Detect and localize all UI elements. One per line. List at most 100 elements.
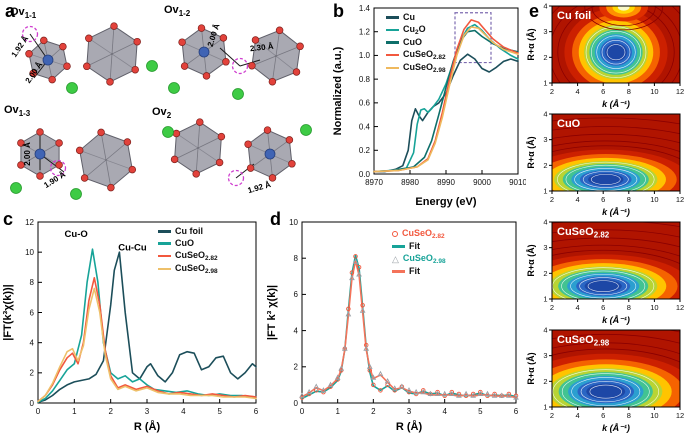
legend-label-part: 2.82 bbox=[205, 255, 218, 262]
legend-item: CuO bbox=[386, 37, 446, 48]
x-axis-label: k (Å⁻¹) bbox=[602, 423, 630, 433]
legend-item: CuSeO2.98 bbox=[386, 62, 446, 74]
series-CuSeO2.98 bbox=[373, 26, 519, 173]
legend-label: Cu2O bbox=[403, 24, 426, 36]
y-tick-label: 12 bbox=[25, 218, 34, 227]
legend-swatch-line bbox=[158, 254, 171, 258]
panel-e-wavelet: 2 4 6 8 10 12 1 2 3 4 k (Å⁻¹) R+α (Å) Cu foil 2 4 6 8 10… bbox=[526, 2, 685, 435]
legend-label-part: CuSeO bbox=[403, 49, 434, 59]
selenium-atom bbox=[146, 60, 158, 72]
y-tick-label: 3 bbox=[543, 135, 547, 144]
series-Fit (CuSeO2.98) bbox=[301, 260, 517, 399]
x-tick-label: 2 bbox=[108, 407, 113, 416]
x-tick-label: 10 bbox=[650, 411, 658, 420]
oxygen-atom bbox=[217, 132, 226, 141]
legend-label-part: Fit bbox=[409, 266, 420, 276]
structure-label: Ov1-3 bbox=[4, 104, 31, 118]
x-tick-label: 5 bbox=[478, 407, 483, 416]
heatmap-title: CuO bbox=[557, 118, 581, 130]
x-tick-label: 9010 bbox=[509, 178, 526, 187]
x-tick-label: 2 bbox=[550, 411, 554, 420]
x-axis-label: R (Å) bbox=[134, 420, 161, 433]
legend: Cu foil CuO CuSeO2.82 CuSeO2.98 bbox=[158, 226, 218, 275]
y-tick-label: 4 bbox=[30, 338, 35, 347]
plot-frame bbox=[551, 5, 681, 84]
legend-label-part: CuSeO bbox=[402, 228, 433, 238]
annotation: Cu-O bbox=[65, 229, 88, 240]
legend-item: Cu foil bbox=[158, 226, 218, 237]
legend-item: Cu2O bbox=[386, 24, 446, 36]
legend-label-part: Fit bbox=[409, 241, 420, 251]
x-tick-label: 12 bbox=[676, 303, 684, 312]
legend-label: Fit bbox=[409, 266, 420, 277]
oxygen-atom bbox=[123, 138, 132, 146]
legend-label: CuSeO2.82 bbox=[402, 228, 445, 240]
legend-item: Fit bbox=[392, 241, 446, 252]
legend-label-part: CuSeO bbox=[175, 263, 206, 273]
legend-label-part: CuO bbox=[403, 37, 422, 47]
heatmap-area bbox=[552, 330, 680, 407]
panel-letter-d: d bbox=[270, 209, 281, 229]
fit-chart: 0 1 2 3 4 5 6 0 2 4 6 8 10 R (Å) |FT k³ χ(k)| bbox=[266, 218, 519, 433]
legend-label-part: 2.98 bbox=[432, 258, 446, 265]
panel-d-fit: 0 1 2 3 4 5 6 0 2 4 6 8 10 R (Å) |FT k³ χ(k)| CuSeO2.8… bbox=[264, 208, 526, 435]
y-tick-label: 1 bbox=[543, 79, 547, 88]
structure-label: Ov2 bbox=[152, 106, 172, 120]
y-tick-label: 1.0 bbox=[359, 51, 371, 60]
oxygen-atom bbox=[133, 37, 141, 46]
legend-swatch-line bbox=[158, 242, 171, 245]
series-CuSeO2.82 bbox=[37, 277, 257, 403]
legend-label: CuO bbox=[175, 238, 194, 249]
legend-label: CuSeO2.98 bbox=[403, 62, 446, 74]
oxygen-atom bbox=[80, 174, 89, 182]
y-tick-label: 4 bbox=[543, 326, 547, 335]
oxygen-atom bbox=[85, 34, 93, 43]
copper-atom bbox=[34, 148, 46, 160]
oxygen-atom bbox=[55, 139, 63, 147]
oxygen-atom bbox=[292, 68, 301, 76]
selenium-atom bbox=[168, 82, 180, 94]
heatmap-title-part: CuSeO bbox=[557, 226, 594, 238]
legend: Cu Cu2O CuO CuSeO2.82 CuSeO2.98 bbox=[386, 12, 446, 74]
series-CuO bbox=[37, 248, 257, 403]
y-tick-label: 0.0 bbox=[359, 170, 371, 179]
oxygen-vacancy-marker bbox=[21, 25, 39, 43]
y-tick-label: 0 bbox=[294, 399, 299, 408]
y-tick-label: 10 bbox=[25, 248, 34, 257]
legend-label-part: CuSeO bbox=[403, 62, 434, 72]
legend-swatch-line bbox=[158, 230, 171, 233]
oxygen-atom bbox=[248, 61, 256, 70]
structure-label-main: Ov bbox=[4, 104, 20, 116]
selenium-atom bbox=[66, 82, 78, 94]
legend: CuSeO2.82 Fit △ CuSeO2.98 Fit bbox=[392, 228, 446, 277]
legend-label-part: Cu bbox=[403, 24, 415, 34]
y-tick-label: 8 bbox=[294, 254, 299, 263]
legend-label-part: 2.82 bbox=[433, 54, 446, 61]
selenium-atom bbox=[232, 88, 244, 100]
legend-label: CuO bbox=[403, 37, 422, 48]
x-tick-label: 8990 bbox=[437, 178, 455, 187]
legend-label: CuSeO2.82 bbox=[175, 250, 218, 262]
oxygen-atom bbox=[107, 183, 115, 192]
oxygen-atom bbox=[17, 139, 25, 147]
y-axis-label: R+α (Å) bbox=[526, 28, 536, 60]
y-axis-label: R+α (Å) bbox=[526, 244, 536, 276]
legend-swatch-line bbox=[392, 270, 405, 273]
x-tick-label: 4 bbox=[576, 87, 580, 96]
bond-line bbox=[219, 47, 241, 67]
series-Cu foil bbox=[37, 251, 257, 403]
y-tick-label: 2 bbox=[294, 363, 299, 372]
oxygen-atom bbox=[244, 140, 252, 148]
structure-label: Ov1-2 bbox=[164, 4, 191, 18]
y-axis-label: |FT k³ χ(k)| bbox=[266, 285, 278, 340]
oxygen-atom bbox=[215, 158, 224, 167]
legend-swatch-line bbox=[386, 41, 399, 44]
heatmap-title-part: Cu foil bbox=[557, 10, 591, 22]
legend-swatch-line bbox=[386, 16, 399, 19]
x-tick-label: 5 bbox=[217, 407, 222, 416]
y-tick-label: 4 bbox=[294, 326, 299, 335]
y-tick-label: 0.8 bbox=[359, 75, 371, 84]
oxygen-atom bbox=[25, 50, 33, 58]
